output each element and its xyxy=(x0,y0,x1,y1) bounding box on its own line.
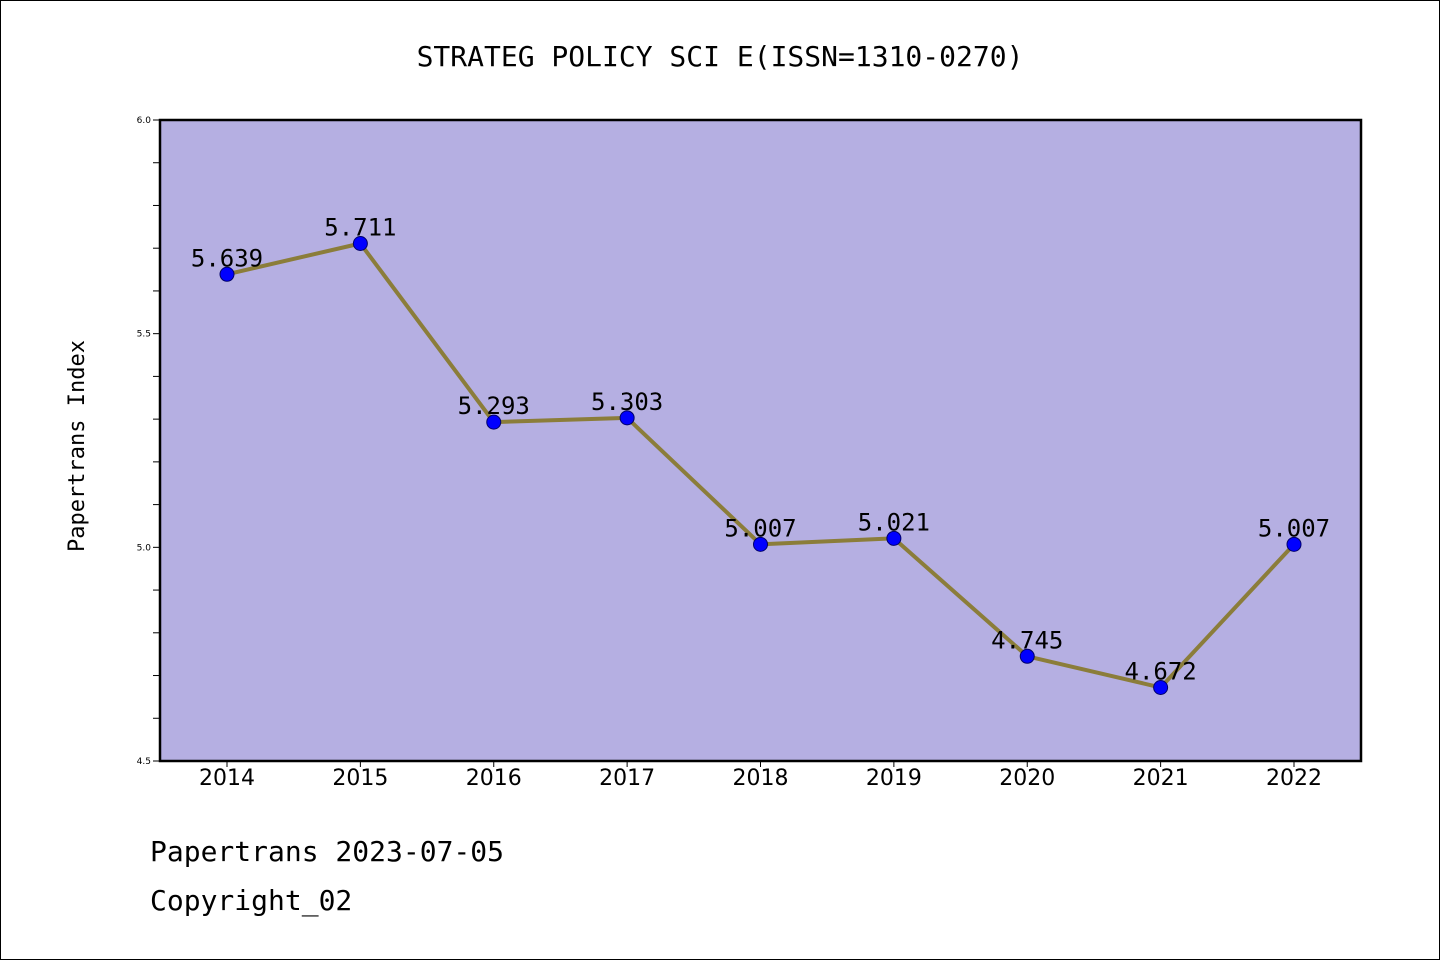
x-tick-label: 2017 xyxy=(599,766,655,791)
plot-border xyxy=(158,118,1363,763)
data-point xyxy=(486,414,502,430)
y-tick-label: 4.5 xyxy=(137,757,151,767)
footer-source: Papertrans 2023-07-05 xyxy=(150,835,505,868)
data-point xyxy=(619,410,635,426)
y-tick-label: 5.0 xyxy=(137,543,152,553)
data-label: 5.007 xyxy=(724,514,796,542)
data-label: 4.672 xyxy=(1125,657,1197,685)
x-tick-label: 2020 xyxy=(999,766,1055,791)
data-point xyxy=(352,235,368,251)
axis-ticks: 4.5 5.0 5.5 6.0 2014 2015 2016 2017 2018 2019 2020… xyxy=(137,116,1322,791)
x-tick-label: 2021 xyxy=(1133,766,1189,791)
data-point xyxy=(753,536,768,552)
x-tick-label: 2022 xyxy=(1266,766,1322,791)
y-axis-label: Papertrans Index xyxy=(65,340,90,552)
x-tick-label: 2016 xyxy=(466,766,522,791)
x-tick-label: 2018 xyxy=(733,766,789,791)
y-tick-label: 6.0 xyxy=(137,116,152,126)
data-point xyxy=(219,266,235,282)
data-label: 5.007 xyxy=(1258,514,1330,542)
data-label: 5.293 xyxy=(458,392,530,420)
chart-title: STRATEG POLICY SCI E(ISSN=1310-0270) xyxy=(417,40,1024,73)
data-point xyxy=(1019,648,1035,664)
footer-copyright: Copyright_02 xyxy=(150,884,353,917)
data-point xyxy=(1286,536,1302,552)
data-labels: 5.639 5.711 5.293 5.303 5.007 5.021 4.745 4.672… xyxy=(191,213,1330,685)
x-tick-label: 2015 xyxy=(332,766,388,791)
x-tick-label: 2019 xyxy=(866,766,922,791)
data-label: 4.745 xyxy=(991,626,1063,654)
data-point xyxy=(886,530,902,546)
data-label: 5.021 xyxy=(858,508,930,536)
x-tick-label: 2014 xyxy=(199,766,255,791)
plot-area xyxy=(160,120,1361,761)
data-label: 5.711 xyxy=(324,213,396,241)
data-point xyxy=(1153,679,1169,695)
series-layer xyxy=(219,235,1302,695)
y-tick-label: 5.5 xyxy=(137,330,151,340)
data-label: 5.639 xyxy=(191,244,263,272)
data-label: 5.303 xyxy=(591,388,663,416)
